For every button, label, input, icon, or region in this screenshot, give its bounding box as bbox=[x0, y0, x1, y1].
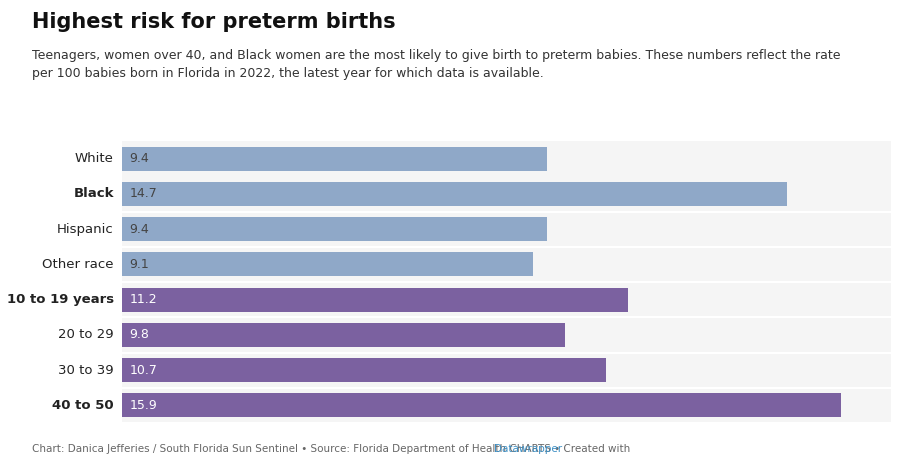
Text: Other race: Other race bbox=[42, 258, 113, 271]
Text: 9.4: 9.4 bbox=[130, 152, 149, 165]
Text: 9.1: 9.1 bbox=[130, 258, 149, 271]
Bar bbox=[122, 217, 547, 241]
Bar bbox=[122, 252, 534, 276]
Text: Teenagers, women over 40, and Black women are the most likely to give birth to p: Teenagers, women over 40, and Black wome… bbox=[32, 49, 840, 80]
Text: Black: Black bbox=[73, 188, 113, 200]
Text: White: White bbox=[75, 152, 113, 165]
Text: 15.9: 15.9 bbox=[130, 399, 158, 412]
Text: 20 to 29: 20 to 29 bbox=[58, 329, 113, 341]
Bar bbox=[122, 182, 787, 206]
Text: 11.2: 11.2 bbox=[130, 293, 158, 306]
Bar bbox=[122, 358, 606, 382]
Text: 40 to 50: 40 to 50 bbox=[52, 399, 113, 412]
Bar bbox=[122, 323, 565, 347]
Text: Highest risk for preterm births: Highest risk for preterm births bbox=[32, 12, 395, 32]
Text: 10 to 19 years: 10 to 19 years bbox=[6, 293, 113, 306]
Text: 10.7: 10.7 bbox=[130, 364, 158, 376]
Bar bbox=[122, 288, 628, 312]
Text: Datawrapper: Datawrapper bbox=[494, 444, 562, 454]
Text: 9.8: 9.8 bbox=[130, 329, 149, 341]
Text: 30 to 39: 30 to 39 bbox=[58, 364, 113, 376]
Text: Hispanic: Hispanic bbox=[57, 223, 113, 235]
Text: 14.7: 14.7 bbox=[130, 188, 158, 200]
Bar bbox=[122, 393, 842, 417]
Text: 9.4: 9.4 bbox=[130, 223, 149, 235]
Text: Chart: Danica Jefferies / South Florida Sun Sentinel • Source: Florida Departmen: Chart: Danica Jefferies / South Florida … bbox=[32, 444, 634, 454]
Bar bbox=[122, 147, 547, 171]
